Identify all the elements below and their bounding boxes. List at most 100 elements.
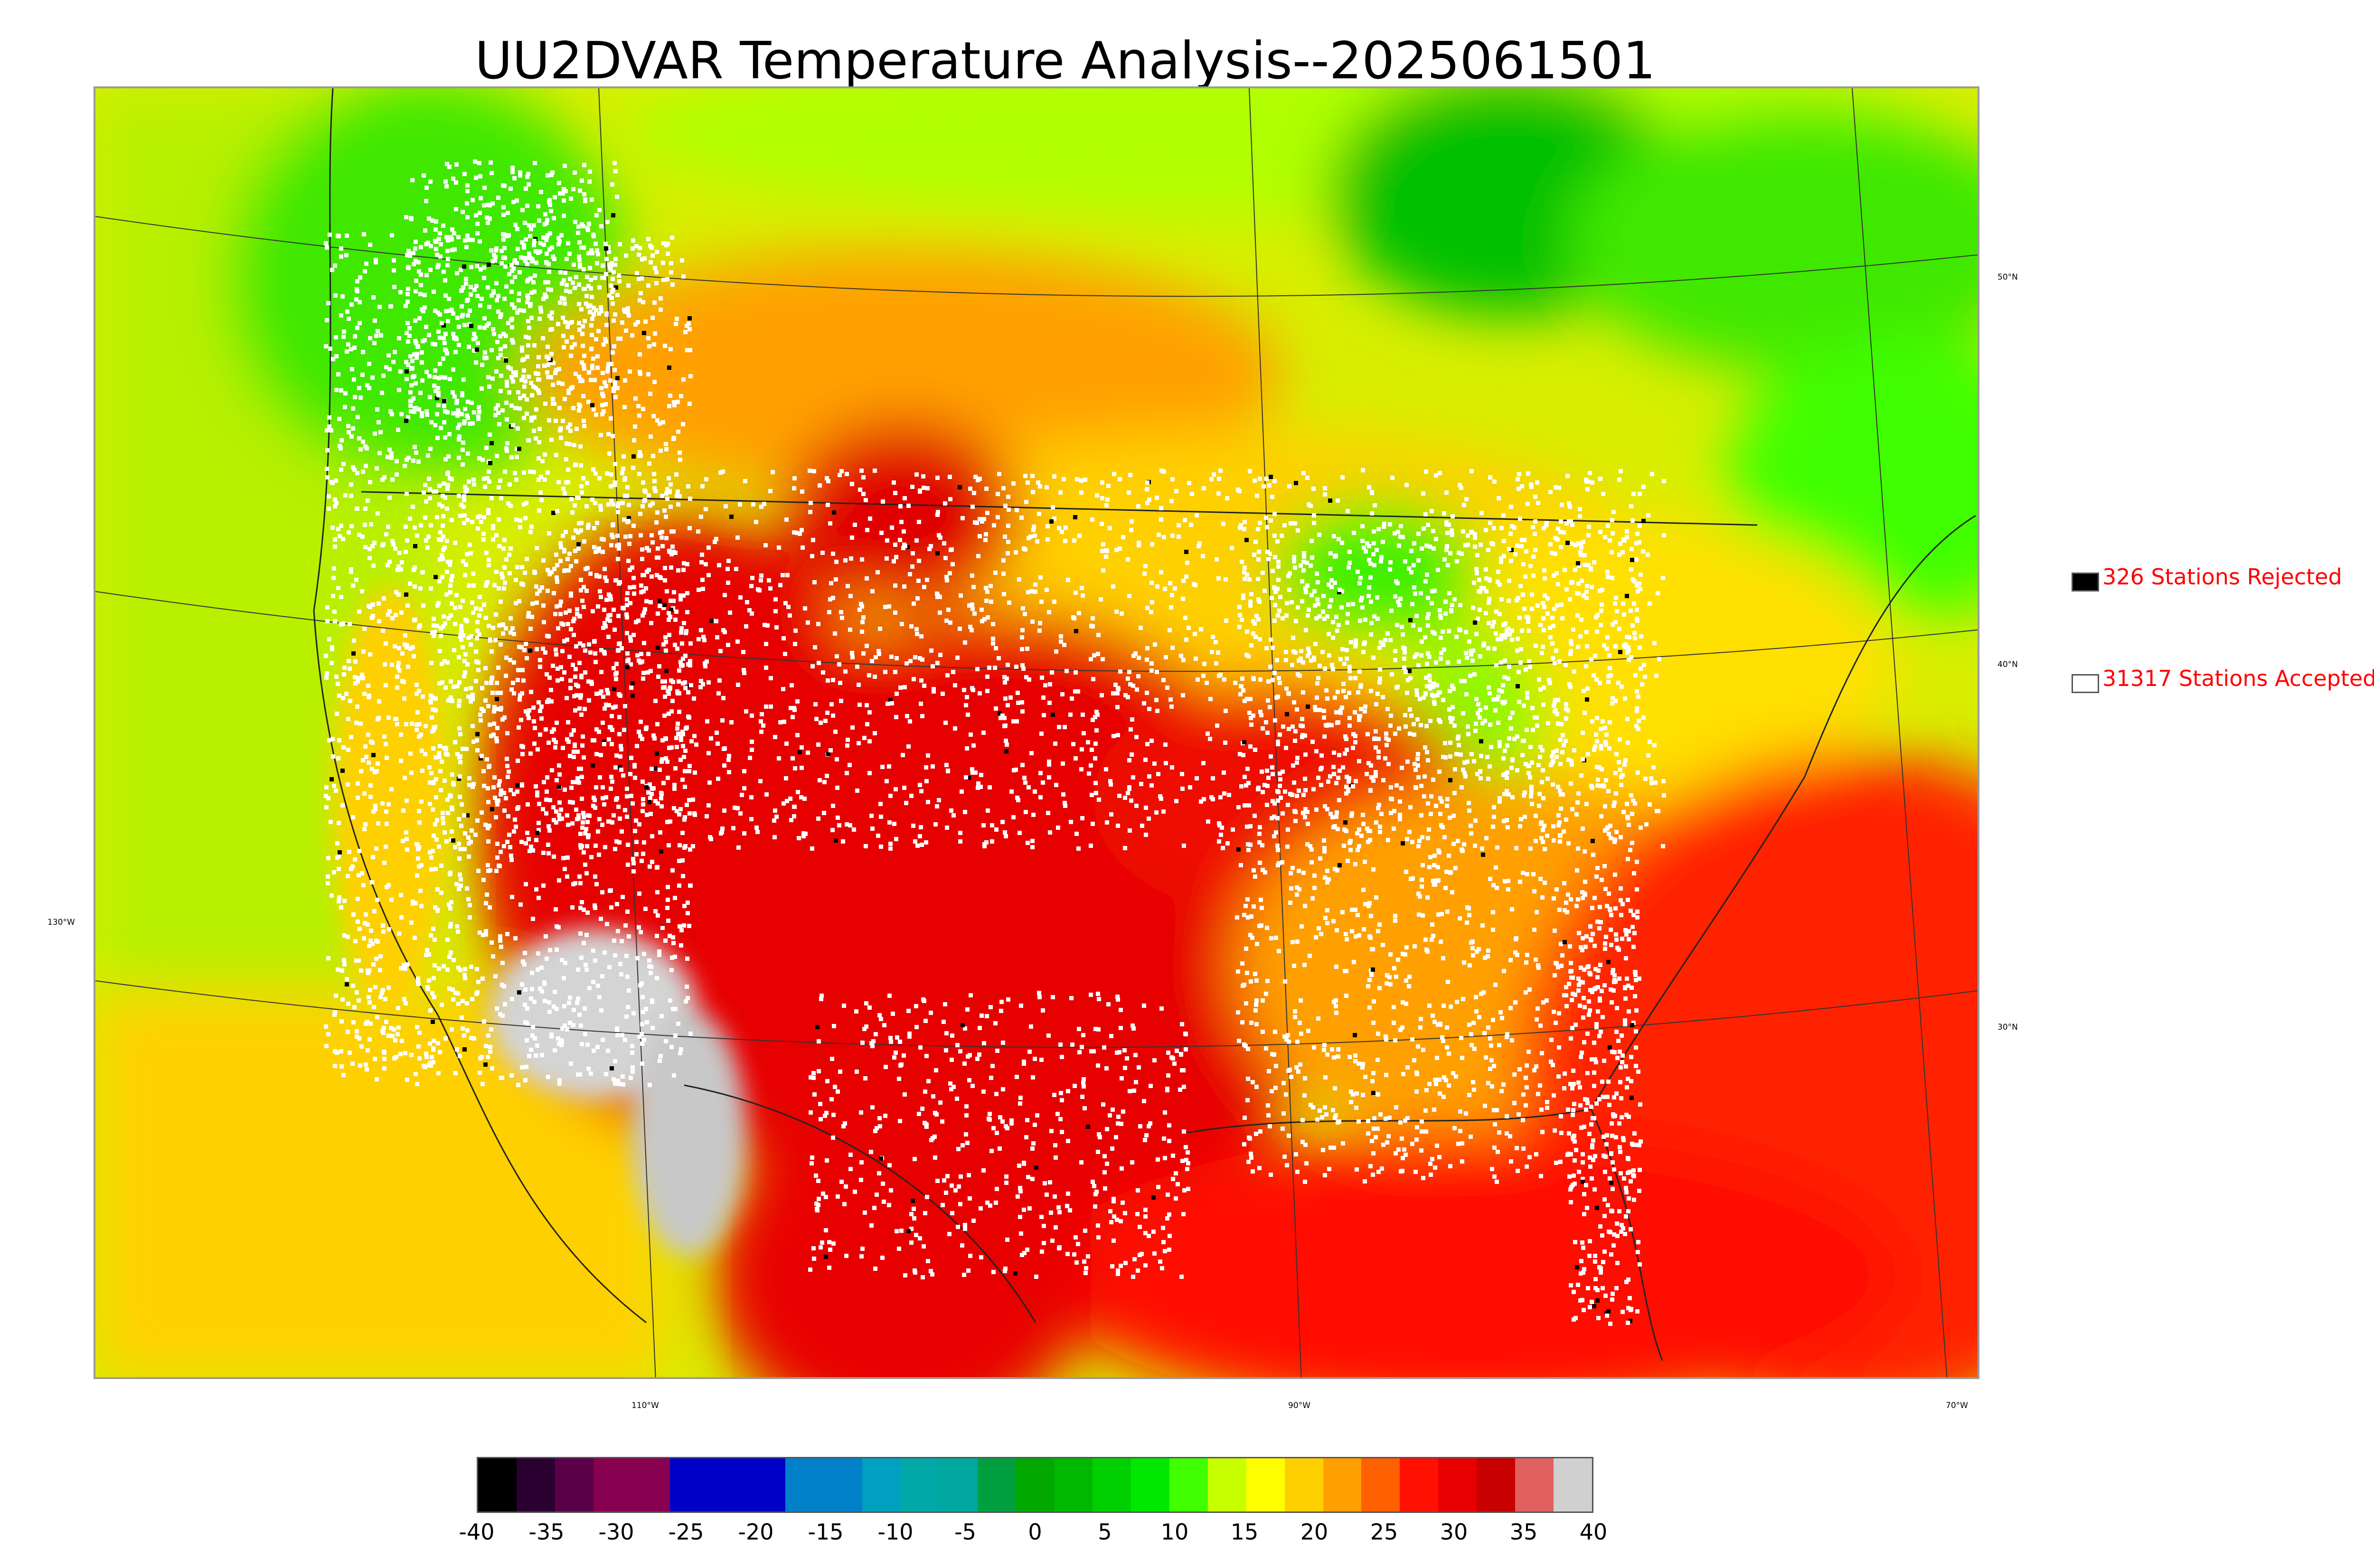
station-marker (530, 987, 534, 991)
station-marker (1280, 534, 1284, 538)
station-marker (1325, 1052, 1329, 1057)
station-marker (1598, 589, 1602, 593)
station-marker (377, 601, 381, 606)
station-marker (324, 1024, 328, 1029)
station-marker (715, 635, 719, 639)
station-marker (1436, 865, 1440, 869)
station-marker (1429, 683, 1433, 687)
station-marker (1425, 684, 1429, 688)
station-marker (1630, 841, 1634, 845)
station-marker (1309, 658, 1313, 663)
station-marker (1100, 549, 1104, 553)
station-marker (1608, 538, 1612, 543)
station-marker (1632, 601, 1636, 606)
station-marker (361, 758, 365, 762)
station-marker (917, 520, 921, 524)
station-marker (638, 450, 642, 454)
station-marker (1471, 606, 1475, 610)
station-marker (1525, 1085, 1529, 1089)
station-marker (397, 551, 402, 555)
station-marker (375, 466, 379, 470)
station-marker (1041, 780, 1045, 785)
station-marker (361, 440, 365, 444)
station-marker (1377, 680, 1382, 685)
station-marker (509, 375, 514, 379)
station-marker (1238, 692, 1243, 696)
station-marker (785, 573, 790, 577)
station-marker (1347, 1055, 1352, 1059)
station-marker (1502, 792, 1507, 796)
station-marker (1527, 659, 1531, 663)
station-marker (1482, 586, 1486, 591)
station-marker (1625, 815, 1630, 819)
station-marker (341, 462, 346, 466)
station-marker (380, 543, 385, 547)
station-marker (564, 457, 568, 461)
station-marker (1558, 1160, 1563, 1164)
station-marker (339, 446, 343, 451)
station-marker (434, 777, 438, 781)
station-marker (1507, 665, 1511, 669)
station-marker (419, 272, 423, 277)
station-marker (1118, 477, 1122, 481)
station-marker (725, 567, 730, 571)
station-marker (534, 386, 538, 390)
station-marker (649, 600, 653, 604)
station-marker (1497, 496, 1501, 500)
station-marker (497, 544, 501, 548)
station-marker (1219, 833, 1223, 837)
station-marker (1479, 776, 1483, 780)
station-marker (833, 730, 838, 734)
station-marker (867, 771, 872, 775)
station-marker (506, 814, 510, 818)
station-marker (1340, 647, 1345, 651)
station-marker (1648, 601, 1652, 606)
station-marker (579, 463, 583, 468)
station-marker (606, 502, 611, 507)
station-marker (1648, 802, 1652, 807)
station-marker (430, 630, 434, 635)
station-marker (1153, 642, 1157, 647)
station-marker (1012, 768, 1016, 772)
station-marker (445, 507, 449, 511)
station-marker (873, 731, 877, 735)
station-marker (1487, 621, 1491, 625)
station-marker (865, 644, 869, 648)
station-marker (659, 791, 663, 795)
station-marker (601, 695, 605, 699)
station-marker (458, 1054, 462, 1058)
station-marker (1239, 684, 1244, 688)
station-marker (688, 327, 692, 331)
station-marker (1286, 574, 1291, 578)
station-marker (675, 745, 679, 749)
station-marker (547, 531, 551, 535)
station-marker (438, 744, 442, 748)
station-marker (474, 606, 478, 610)
station-marker (1526, 629, 1531, 633)
station-marker (795, 531, 799, 535)
station-marker (377, 305, 382, 309)
station-marker (1475, 553, 1479, 557)
station-marker (944, 763, 949, 767)
station-marker (623, 808, 627, 812)
station-marker (486, 826, 490, 830)
station-marker (349, 347, 353, 351)
station-marker (1409, 714, 1413, 718)
station-marker (324, 805, 329, 809)
station-marker (1592, 673, 1596, 677)
station-marker (363, 444, 367, 449)
station-marker (682, 923, 686, 928)
station-marker (1030, 474, 1035, 478)
station-marker (829, 702, 834, 706)
station-marker (972, 611, 977, 616)
station-marker (1548, 681, 1552, 685)
station-marker (1623, 996, 1628, 1001)
station-marker (417, 269, 421, 273)
station-marker (921, 474, 925, 479)
station-marker (611, 523, 615, 527)
station-marker (1100, 496, 1104, 500)
station-marker (1168, 628, 1172, 632)
station-marker (637, 253, 641, 257)
station-marker (1038, 621, 1042, 625)
station-marker (1418, 697, 1422, 701)
